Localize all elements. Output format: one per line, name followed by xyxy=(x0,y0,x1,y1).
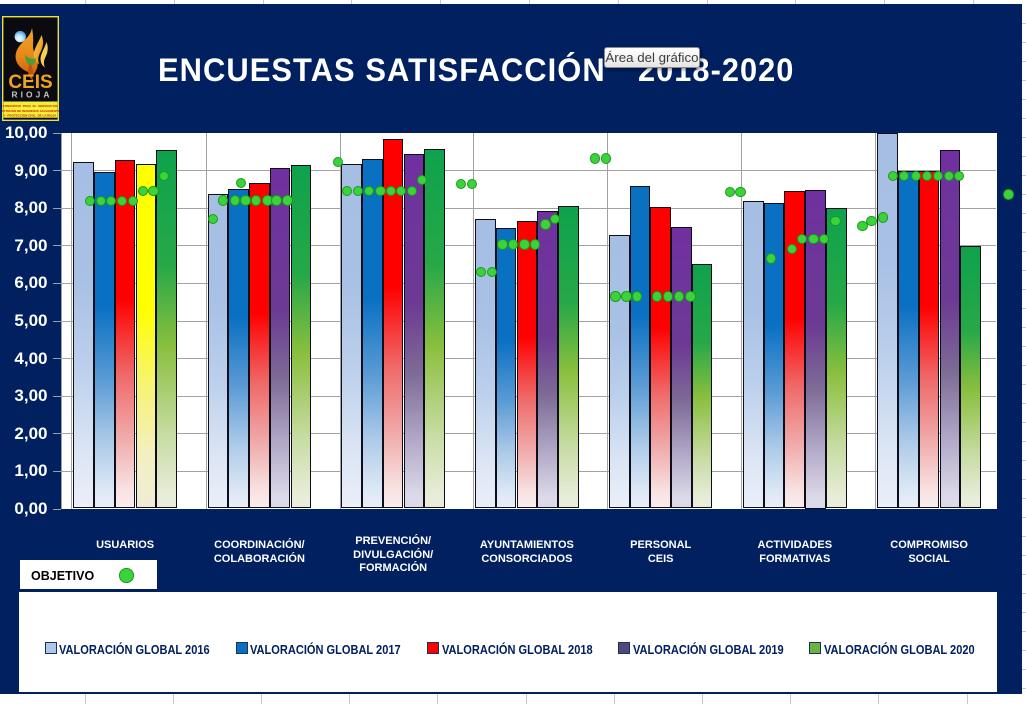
svg-text:CONSORCIO PARA EL SERVICIO: CONSORCIO PARA EL SERVICIO DE xyxy=(3,104,58,108)
svg-text:Y PROTECCION CIVIL DE LA RIO: Y PROTECCION CIVIL DE LA RIOJA xyxy=(4,114,58,118)
svg-text:EXTINCION DE INCENDIOS SALVAME: EXTINCION DE INCENDIOS SALVAMENTO xyxy=(2,109,59,113)
svg-text:CEIS: CEIS xyxy=(8,72,52,93)
svg-text:RIOJA: RIOJA xyxy=(11,90,52,100)
